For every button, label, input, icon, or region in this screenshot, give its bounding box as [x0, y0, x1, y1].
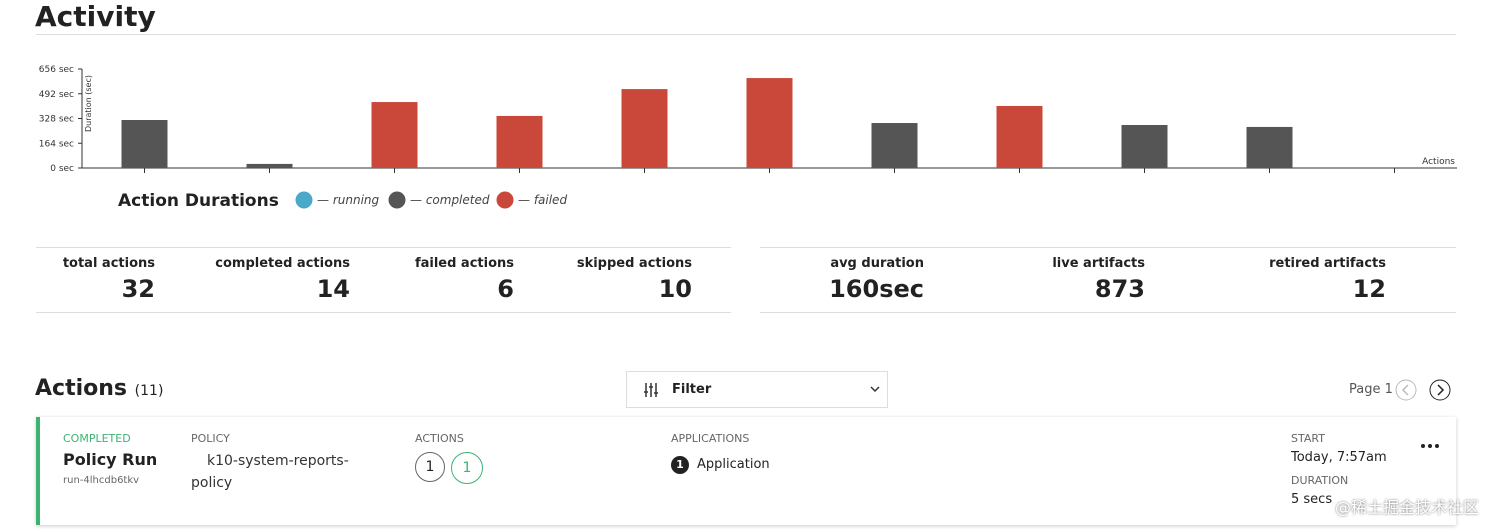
legend-title: Action Durations [118, 191, 279, 211]
bar [996, 105, 1043, 168]
stat-value: 32 [121, 275, 155, 303]
pager [1395, 379, 1451, 401]
actions-title: Actions (11) [35, 376, 163, 401]
stat-label: failed actions [414, 256, 514, 271]
bar [121, 120, 168, 168]
next-button[interactable] [1429, 379, 1451, 401]
y-tick-label: 328 sec [39, 115, 74, 125]
bar [246, 163, 293, 168]
watermark: @稀土掘金技术社区 [1335, 498, 1480, 517]
y-tick-label: 164 sec [39, 139, 74, 149]
stat-value: 14 [316, 275, 350, 303]
bar [1121, 124, 1168, 168]
status: COMPLETED [63, 432, 131, 445]
applications: Application [697, 457, 770, 472]
start-label: START [1291, 432, 1325, 445]
action-card[interactable]: COMPLETED Policy Run run-4lhcdb6tkv POLI… [36, 417, 1456, 525]
divider [760, 312, 1456, 313]
stat-value: 160sec [829, 275, 924, 303]
bar [621, 89, 668, 168]
stat-label: retired artifacts [1269, 256, 1386, 271]
filter-icon [644, 383, 658, 397]
stat-label: completed actions [215, 256, 350, 271]
actions-count: (11) [134, 383, 164, 399]
stat-value: 6 [497, 275, 514, 303]
legend-label: — failed [518, 193, 567, 207]
more-menu[interactable] [1420, 443, 1440, 449]
action-count-badge: 1 [415, 452, 445, 482]
y-tick-label: 0 sec [50, 164, 74, 174]
prev-button[interactable] [1395, 379, 1417, 401]
stat-label: skipped actions [576, 256, 692, 271]
stat-value: 12 [1352, 275, 1386, 303]
y-tick-label: 492 sec [39, 90, 74, 100]
chart: 0 sec 164 sec 328 sec 492 sec 656 sec Duratio… [39, 65, 1457, 211]
x-axis-label: Actions [1422, 157, 1455, 167]
page-title: Activity [35, 0, 156, 33]
divider [36, 247, 731, 248]
policy: k10-system-reports-policy [191, 453, 349, 491]
bar [871, 123, 918, 168]
legend-label: — completed [410, 193, 490, 207]
bar [371, 102, 418, 168]
stat-label: total actions [62, 256, 155, 271]
stat-value: 873 [1094, 275, 1145, 303]
bar [1246, 126, 1293, 168]
action-count-badge: 1 [451, 452, 483, 484]
divider [36, 34, 1456, 35]
duration-label: DURATION [1291, 474, 1349, 487]
actions-title-text: Actions [35, 376, 127, 401]
divider [760, 247, 1456, 248]
applications-label: APPLICATIONS [671, 432, 750, 445]
legend-label: — running [317, 193, 380, 207]
stat-value: 10 [658, 275, 692, 303]
run-id: run-4lhcdb6tkv [63, 475, 140, 486]
legend-swatch [388, 191, 406, 209]
filter-label: Filter [672, 382, 712, 397]
action-name: Policy Run [63, 450, 158, 469]
stat-label: avg duration [830, 256, 924, 271]
bar [746, 78, 793, 168]
duration: 5 secs [1291, 492, 1333, 507]
legend-swatch [295, 191, 313, 209]
chevron [870, 386, 880, 393]
stat-label: live artifacts [1052, 256, 1145, 271]
y-tick-label: 656 sec [39, 65, 74, 75]
policy-label: POLICY [191, 432, 230, 445]
bar [496, 115, 543, 168]
applications-count: 1 [671, 456, 689, 474]
page-indicator: Page 1 [1349, 382, 1393, 397]
actions-label: ACTIONS [415, 432, 464, 445]
divider [36, 312, 731, 313]
y-axis-label: Duration (sec) [84, 75, 93, 132]
legend-swatch [496, 191, 514, 209]
filter-dropdown[interactable]: Filter [626, 371, 888, 408]
start: Today, 7:57am [1291, 450, 1387, 465]
